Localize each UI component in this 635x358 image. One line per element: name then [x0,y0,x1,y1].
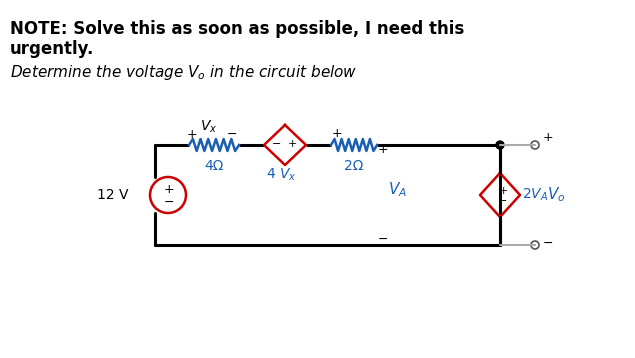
Text: +: + [164,183,175,195]
Text: −: − [377,233,388,246]
Text: −: − [164,195,174,208]
Text: $V_x$: $V_x$ [200,118,218,135]
Text: −: − [543,237,554,250]
Text: $V_o$: $V_o$ [547,186,565,204]
Text: $V_A$: $V_A$ [388,181,407,199]
Text: 2$V_A$: 2$V_A$ [522,187,548,203]
Text: 4Ω: 4Ω [204,159,224,173]
Text: +: + [332,127,343,140]
Circle shape [496,141,504,149]
Text: −: − [227,128,237,141]
Text: +: + [543,131,554,144]
Text: NOTE: Solve this as soon as possible, I need this: NOTE: Solve this as soon as possible, I … [10,20,464,38]
Text: 4 $V_x$: 4 $V_x$ [265,167,297,183]
Text: +: + [498,186,508,196]
Text: Determine the voltage $V_o$ in the circuit below: Determine the voltage $V_o$ in the circu… [10,63,358,82]
Text: +: + [287,139,297,149]
Text: −: − [272,139,282,149]
Text: urgently.: urgently. [10,40,95,58]
Text: 12 V: 12 V [97,188,128,202]
Text: −: − [498,196,508,206]
Text: +: + [377,143,388,156]
Text: +: + [187,128,197,141]
Text: 2Ω: 2Ω [344,159,364,173]
